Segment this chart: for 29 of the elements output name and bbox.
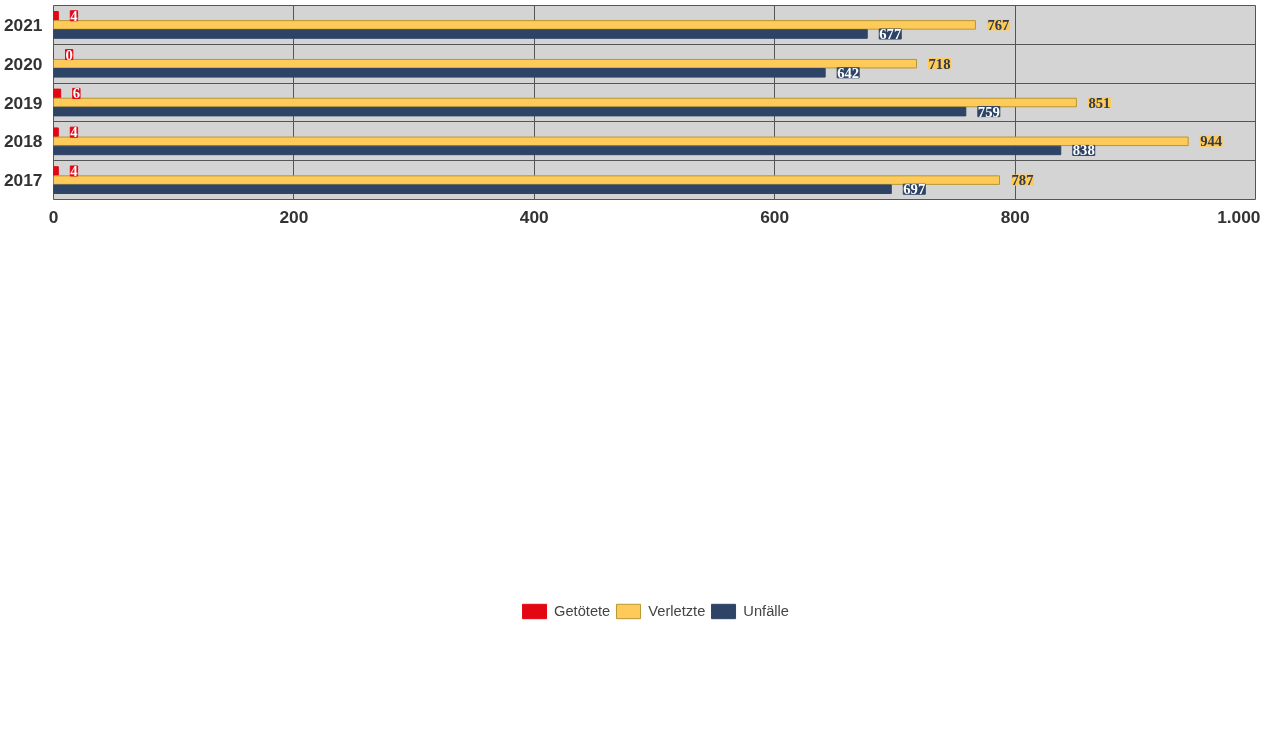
data-label: 0 — [65, 46, 73, 63]
data-label: 4 — [70, 124, 79, 141]
data-label: 944 — [1200, 133, 1223, 150]
data-label: 677 — [879, 26, 902, 43]
y-tick-label: 2017 — [3, 170, 43, 191]
x-tick-label: 800 — [1000, 206, 1030, 227]
data-label: 838 — [1072, 142, 1095, 159]
y-tick-label: 2021 — [3, 14, 43, 35]
data-label: 718 — [928, 55, 951, 72]
x-tick-label: 200 — [279, 206, 309, 227]
data-label: 642 — [837, 64, 860, 81]
legend-label: Unfälle — [743, 602, 789, 619]
data-label: 851 — [1088, 94, 1111, 111]
x-tick-label: 600 — [760, 206, 790, 227]
y-tick-label: 2019 — [3, 92, 43, 113]
y-tick-label: 2020 — [3, 53, 43, 74]
data-label: 6 — [72, 85, 81, 102]
legend-label: Getötete — [554, 602, 611, 619]
data-label: 759 — [977, 103, 1000, 120]
data-label: 767 — [987, 16, 1010, 33]
x-tick-label: 1.000 — [1217, 206, 1261, 227]
y-tick-label: 2018 — [3, 131, 43, 152]
x-tick-label: 0 — [48, 206, 59, 227]
data-label: 4 — [70, 7, 79, 24]
data-label: 4 — [70, 162, 79, 179]
data-label: 697 — [903, 181, 926, 198]
x-tick-label: 400 — [519, 206, 549, 227]
legend-label: Verletzte — [648, 602, 706, 619]
data-label: 787 — [1011, 172, 1034, 189]
